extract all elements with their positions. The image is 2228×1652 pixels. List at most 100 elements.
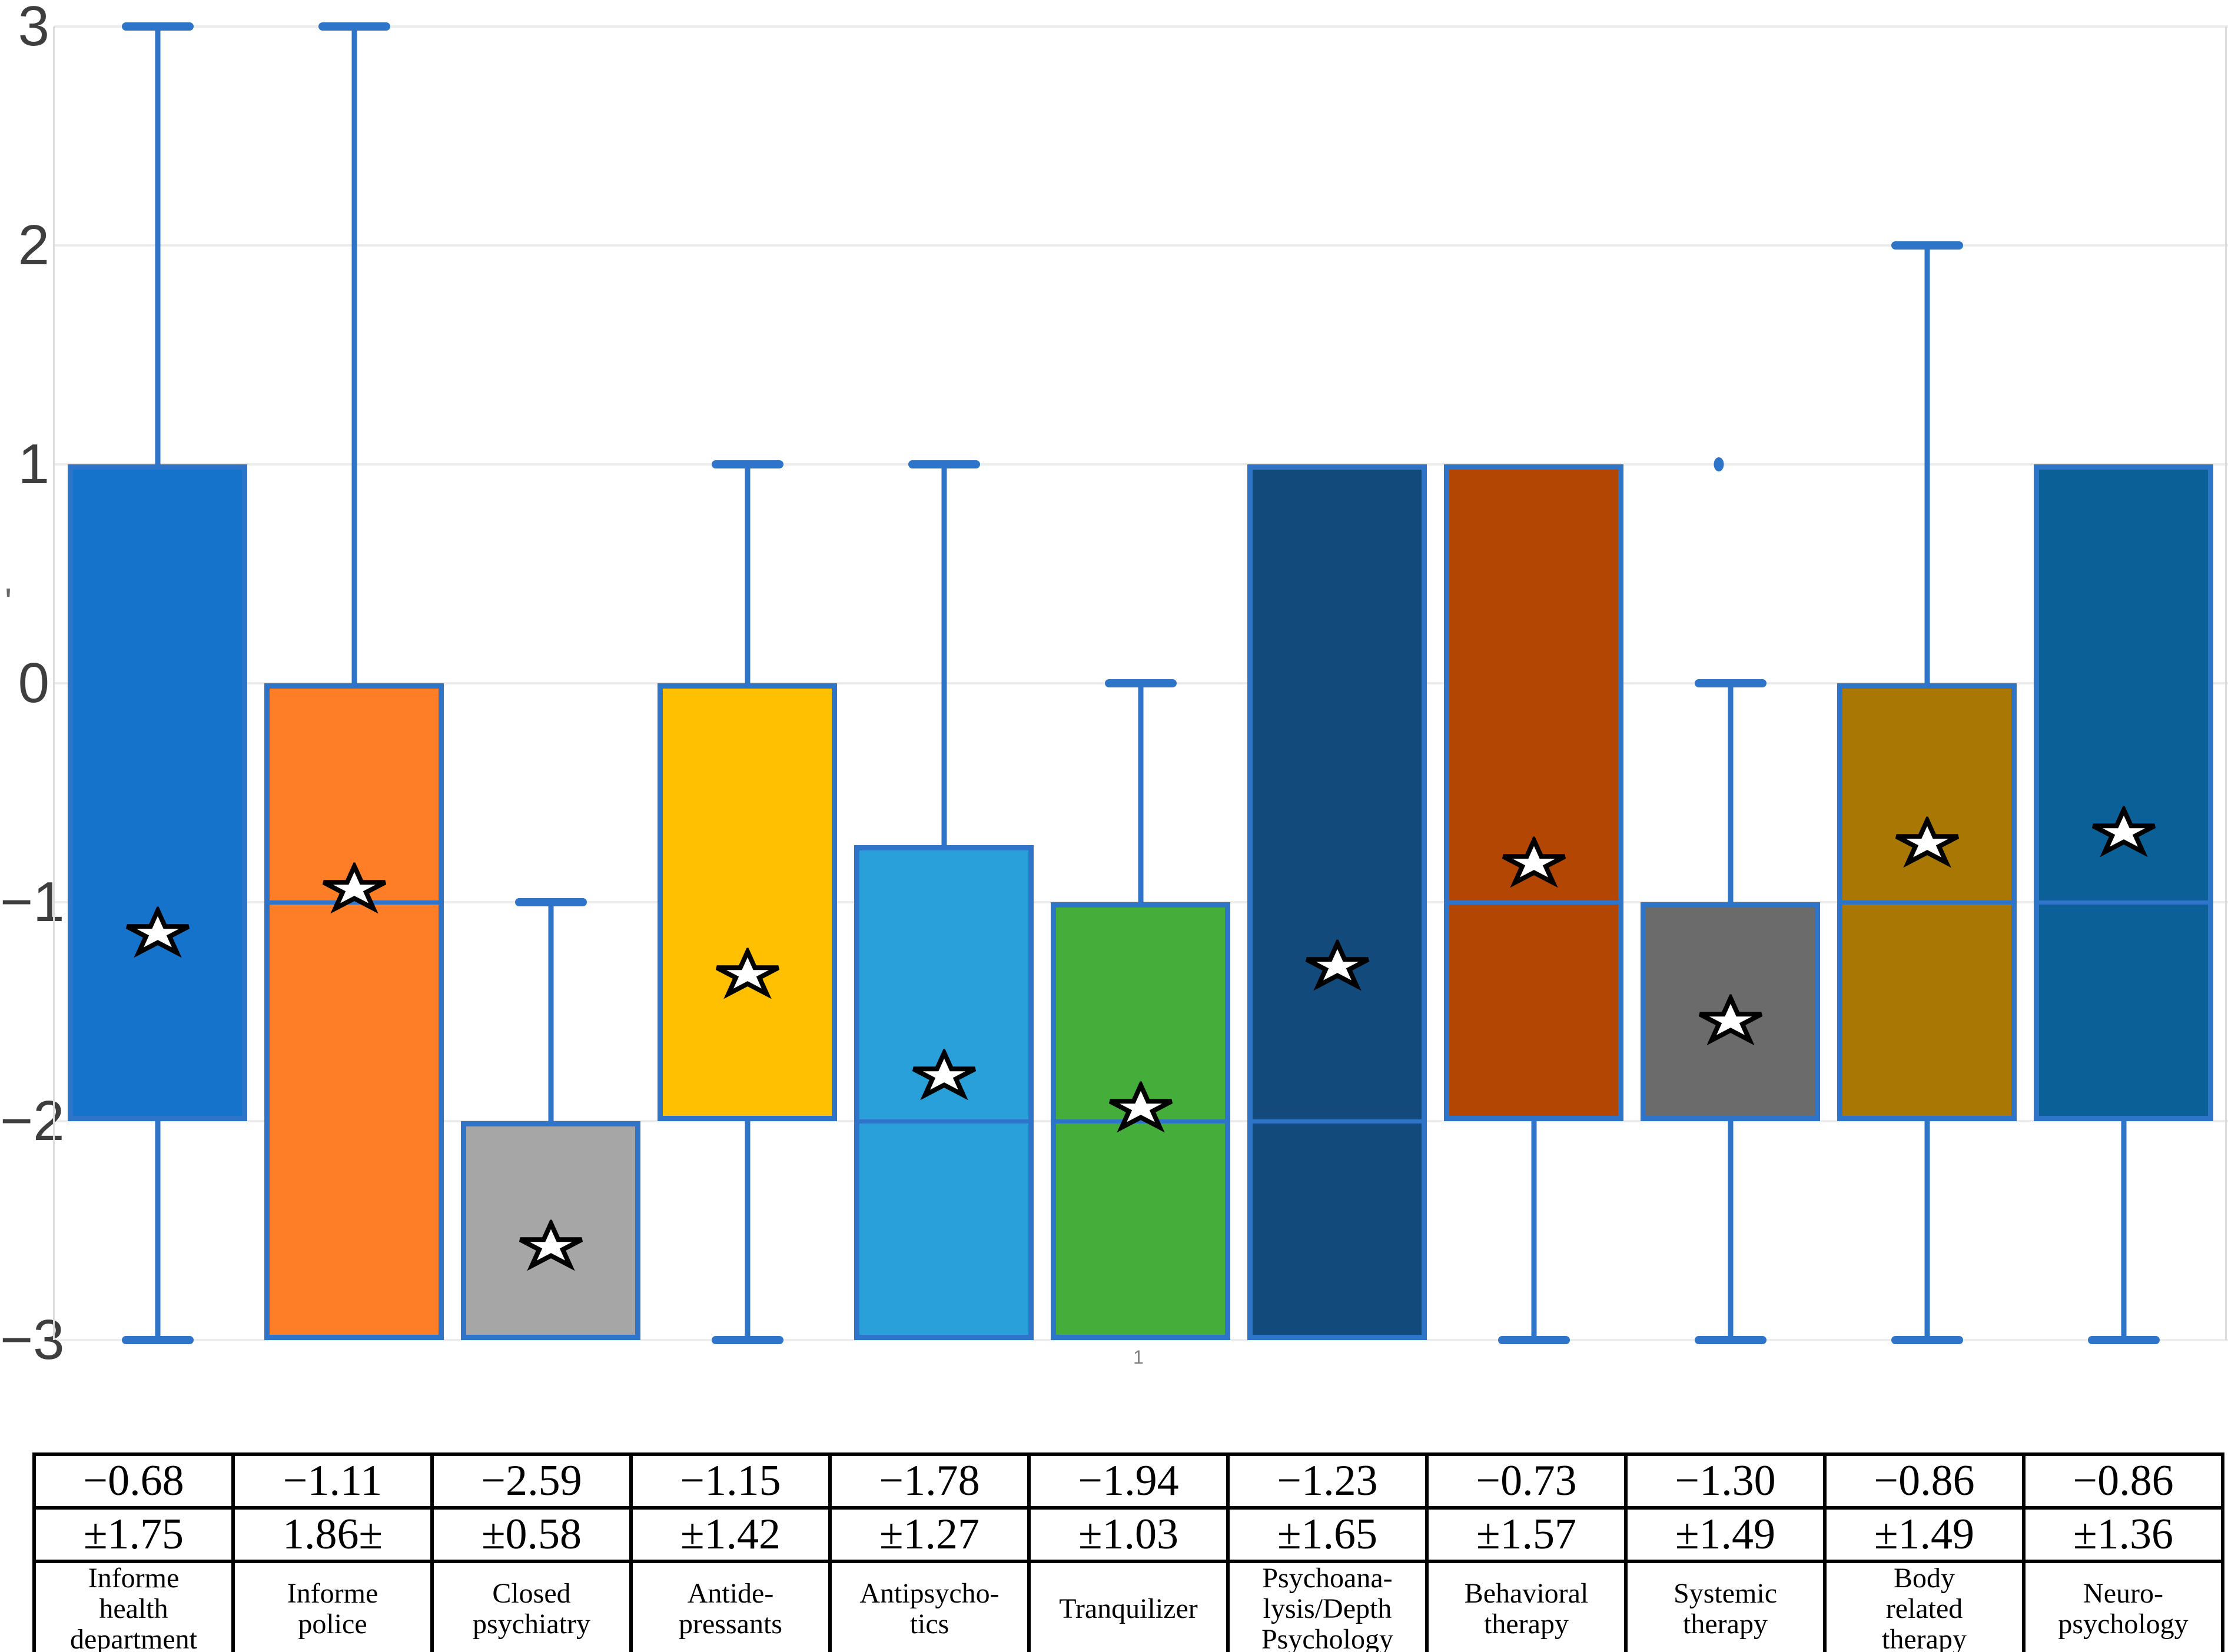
mean-star: [1303, 937, 1372, 996]
upper-whisker-stem: [548, 902, 553, 1121]
table-row: ±1.75 1.86± ±0.58 ±1.42 ±1.27 ±1.03 ±1.65 ±1.57…: [32, 1506, 2224, 1563]
mean-cell: −2.59: [430, 1452, 633, 1510]
upper-whisker-cap: [908, 460, 980, 468]
label-cell: Behavioral therapy: [1425, 1559, 1628, 1652]
mean-cell: −0.86: [2022, 1452, 2224, 1510]
mean-star: [1892, 815, 1962, 874]
upper-whisker-cap: [1694, 679, 1767, 687]
label-cell: Informe police: [231, 1559, 434, 1652]
median-line: [854, 1119, 1034, 1124]
sd-cell: ±1.49: [1823, 1506, 2026, 1563]
mean-cell: −1.11: [231, 1452, 434, 1510]
mean-star: [713, 946, 782, 1005]
grid-line: [54, 1339, 2228, 1341]
label-cell: Antide- pressants: [629, 1559, 832, 1652]
y-axis-line: [53, 26, 55, 1340]
mean-star: [1499, 834, 1569, 893]
box: [68, 464, 247, 1121]
lower-whisker-stem: [1531, 1121, 1536, 1340]
axis-stray-mark: ': [5, 580, 12, 623]
upper-whisker-cap: [1104, 679, 1177, 687]
lower-whisker-stem: [1728, 1121, 1733, 1340]
label-cell: Antipsycho- tics: [828, 1559, 1031, 1652]
y-tick-label: 0: [18, 652, 49, 714]
label-cell: Systemic therapy: [1624, 1559, 1827, 1652]
upper-whisker-cap: [711, 460, 783, 468]
median-line: [1444, 900, 1623, 905]
upper-whisker-stem: [1924, 245, 1930, 683]
x-axis-stray-label: 1: [1133, 1347, 1144, 1368]
upper-whisker-stem: [351, 26, 357, 683]
median-line: [1247, 1119, 1427, 1124]
sd-cell: ±0.58: [430, 1506, 633, 1563]
sd-cell: ±1.36: [2022, 1506, 2224, 1563]
upper-whisker-stem: [941, 464, 947, 846]
lower-whisker-cap: [121, 1336, 194, 1344]
mean-cell: −1.30: [1624, 1452, 1827, 1510]
upper-whisker-stem: [745, 464, 750, 683]
y-tick-label: 3: [18, 0, 49, 58]
lower-whisker-cap: [1891, 1336, 1963, 1344]
mean-cell: −0.68: [32, 1452, 235, 1510]
sd-cell: ±1.42: [629, 1506, 832, 1563]
plot-area: 3 2 1 0 −1 −2 −3: [0, 0, 2228, 1371]
y-tick-label: −3: [0, 1308, 65, 1371]
label-cell: Psychoana- lysis/Depth Psychology: [1226, 1559, 1429, 1652]
grid-line: [54, 463, 2228, 466]
mean-cell: −0.86: [1823, 1452, 2026, 1510]
mean-star: [1696, 992, 1765, 1051]
grid-line: [54, 244, 2228, 247]
outlier-dot: [1714, 457, 1724, 471]
y-tick-label: 1: [18, 433, 49, 496]
mean-cell: −1.23: [1226, 1452, 1429, 1510]
sd-cell: ±1.65: [1226, 1506, 1429, 1563]
mean-star: [1106, 1079, 1176, 1139]
upper-whisker-cap: [318, 22, 390, 31]
box: [264, 683, 444, 1340]
lower-whisker-cap: [1694, 1336, 1767, 1344]
mean-cell: −1.94: [1027, 1452, 1230, 1510]
label-cell: Informe health department: [32, 1559, 235, 1652]
lower-whisker-stem: [155, 1121, 160, 1340]
lower-whisker-cap: [1497, 1336, 1570, 1344]
mean-star: [123, 904, 192, 963]
stats-table: −0.68 −1.11 −2.59 −1.15 −1.78 −1.94 −1.23 −0.73…: [32, 1452, 2224, 1652]
lower-whisker-stem: [745, 1121, 750, 1340]
median-line: [1051, 1119, 1230, 1124]
label-cell: Neuro- psychology: [2022, 1559, 2224, 1652]
y-tick-label: −1: [0, 870, 65, 933]
sd-cell: 1.86±: [231, 1506, 434, 1563]
mean-star: [516, 1217, 586, 1277]
lower-whisker-stem: [2121, 1121, 2126, 1340]
sd-cell: ±1.03: [1027, 1506, 1230, 1563]
upper-whisker-stem: [1728, 683, 1733, 902]
upper-whisker-stem: [155, 26, 160, 464]
upper-whisker-cap: [121, 22, 194, 31]
mean-star: [2089, 803, 2159, 863]
lower-whisker-stem: [1924, 1121, 1930, 1340]
box: [658, 683, 837, 1121]
table-row: Informe health department Informe police C…: [32, 1559, 2224, 1652]
mean-cell: −0.73: [1425, 1452, 1628, 1510]
median-line: [1837, 900, 2017, 905]
box: [1247, 464, 1427, 1340]
sd-cell: ±1.27: [828, 1506, 1031, 1563]
y-tick-label: −2: [0, 1089, 65, 1152]
sd-cell: ±1.57: [1425, 1506, 1628, 1563]
sd-cell: ±1.75: [32, 1506, 235, 1563]
mean-cell: −1.15: [629, 1452, 832, 1510]
sd-cell: ±1.49: [1624, 1506, 1827, 1563]
label-cell: Closed psychiatry: [430, 1559, 633, 1652]
label-cell: Tranquilizer: [1027, 1559, 1230, 1652]
median-line: [264, 900, 444, 905]
table-row: −0.68 −1.11 −2.59 −1.15 −1.78 −1.94 −1.23 −0.73…: [32, 1452, 2224, 1510]
lower-whisker-cap: [711, 1336, 783, 1344]
median-line: [2034, 900, 2213, 905]
box: [2034, 464, 2213, 1121]
upper-whisker-cap: [1891, 241, 1963, 250]
box: [1444, 464, 1623, 1121]
y-tick-label: 2: [18, 214, 49, 277]
plot-right-border: [2225, 26, 2227, 1340]
mean-star: [320, 860, 389, 920]
